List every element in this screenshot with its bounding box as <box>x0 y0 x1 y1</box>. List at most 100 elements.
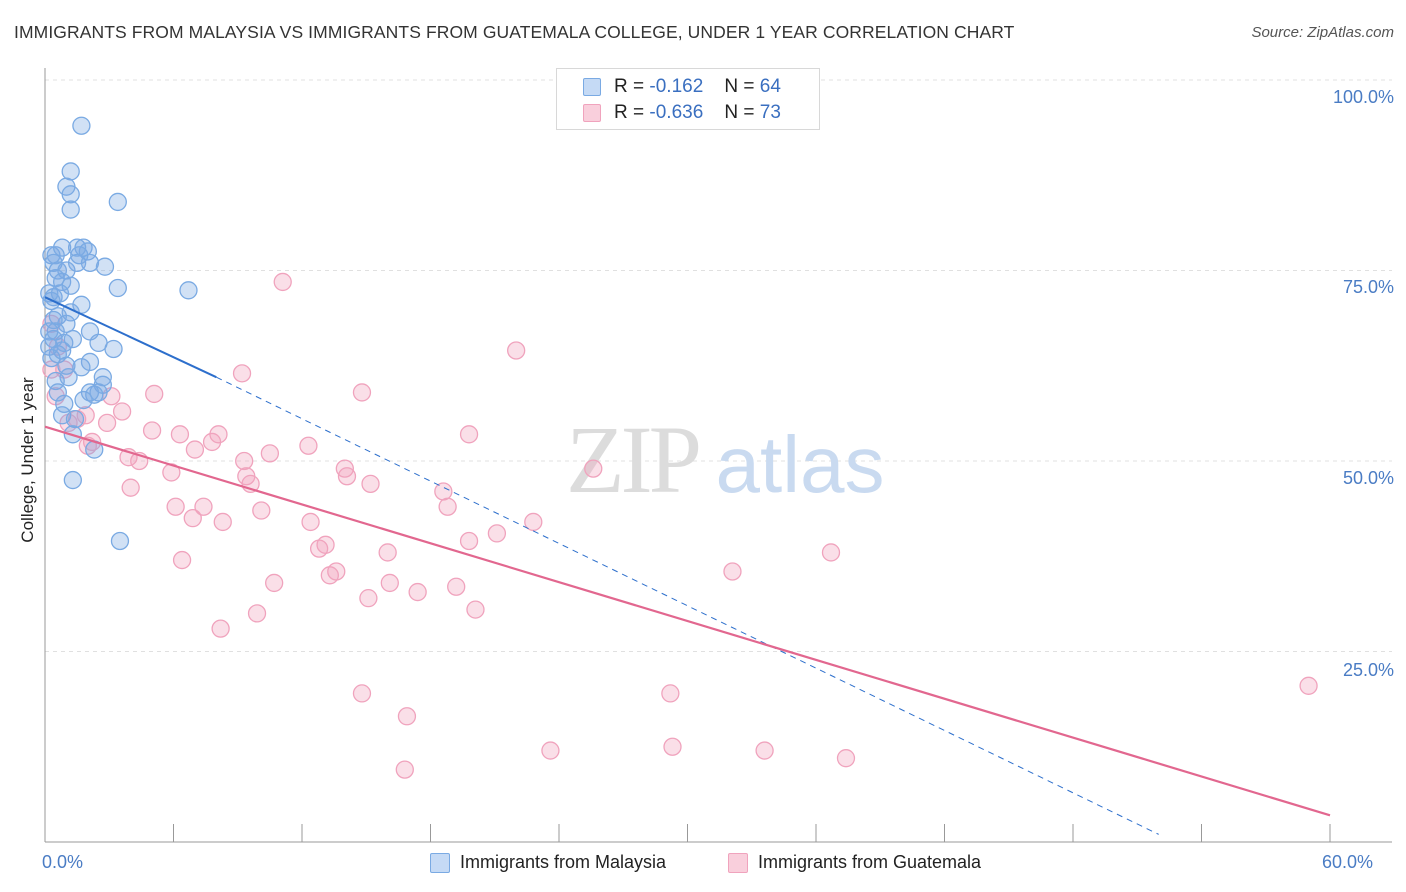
malaysia-point <box>63 470 82 490</box>
chart-title: IMMIGRANTS FROM MALAYSIA VS IMMIGRANTS F… <box>14 22 1015 42</box>
guatemala-trend-line <box>44 425 1331 817</box>
guatemala-point <box>1299 676 1318 695</box>
legend-swatch-malaysia <box>430 853 450 873</box>
correlation-legend: R = -0.162 N = 64 R = -0.636 N = 73 <box>556 68 820 130</box>
malaysia-trend-extension <box>216 376 1159 835</box>
guatemala-point <box>821 543 841 562</box>
legend-label-guatemala: Immigrants from Guatemala <box>758 852 982 872</box>
malaysia-point <box>72 116 91 135</box>
y-tick-label: 75.0% <box>1342 277 1394 297</box>
guatemala-point <box>194 497 213 516</box>
n-label: N = <box>724 76 755 97</box>
malaysia-point <box>61 200 80 219</box>
guatemala-point <box>459 425 479 444</box>
guatemala-point <box>142 421 162 440</box>
y-tick-label: 25.0% <box>1342 660 1394 680</box>
guatemala-point <box>447 577 466 596</box>
malaysia-point <box>65 409 85 429</box>
guatemala-point <box>213 512 232 532</box>
malaysia-point <box>72 358 91 377</box>
x-tick-label: 60.0% <box>1322 852 1374 872</box>
malaysia-point <box>74 390 93 410</box>
guatemala-point <box>723 562 742 581</box>
guatemala-point <box>320 566 339 585</box>
guatemala-point <box>459 531 479 551</box>
guatemala-point <box>397 707 417 726</box>
malaysia-point <box>42 348 61 368</box>
axes <box>44 68 1392 843</box>
r-value: -0.162 <box>649 76 704 97</box>
malaysia-point <box>61 162 80 181</box>
guatemala-point <box>185 440 205 459</box>
malaysia-point <box>108 278 127 298</box>
guatemala-point <box>541 741 560 760</box>
guatemala-point <box>112 402 132 421</box>
guatemala-point <box>434 482 453 501</box>
malaysia-point <box>108 192 127 212</box>
guatemala-point <box>661 684 680 703</box>
series-malaysia-points <box>40 116 198 551</box>
guatemala-point <box>438 497 457 516</box>
n-value: 64 <box>759 76 781 97</box>
guatemala-point <box>183 509 202 528</box>
r-label: R = <box>614 76 645 97</box>
malaysia-point <box>48 383 67 402</box>
guatemala-point <box>395 760 414 779</box>
guatemala-point <box>487 524 507 543</box>
watermark-atlas: atlas <box>716 420 885 509</box>
guatemala-point <box>97 413 117 433</box>
guatemala-point <box>211 619 230 638</box>
guatemala-point <box>273 272 292 292</box>
y-axis-title: College, Under 1 year <box>18 377 37 543</box>
guatemala-point <box>172 550 192 570</box>
malaysia-point <box>179 281 198 300</box>
guatemala-point <box>755 741 774 760</box>
r-value: -0.636 <box>649 102 704 123</box>
malaysia-point <box>80 253 100 273</box>
guatemala-point <box>584 459 603 478</box>
trend-lines <box>44 296 1331 835</box>
malaysia-point <box>40 322 59 341</box>
guatemala-point <box>202 432 222 452</box>
guatemala-point <box>247 604 267 623</box>
guatemala-point <box>663 737 682 756</box>
n-label: N = <box>724 102 755 123</box>
x-tick-label: 0.0% <box>42 852 84 872</box>
malaysia-point <box>104 339 123 359</box>
guatemala-point <box>352 383 372 402</box>
guatemala-point <box>352 684 372 703</box>
guatemala-point <box>836 749 856 768</box>
malaysia-point <box>110 531 130 551</box>
guatemala-point <box>170 425 190 444</box>
guatemala-point <box>408 582 427 602</box>
guatemala-point <box>252 501 271 520</box>
y-tick-label: 50.0% <box>1342 468 1394 488</box>
guatemala-point <box>337 467 357 486</box>
malaysia-point <box>55 394 74 414</box>
guatemala-point <box>466 600 485 619</box>
source-label: Source: ZipAtlas.com <box>1251 24 1394 41</box>
r-label: R = <box>614 102 645 123</box>
guatemala-point <box>359 589 378 608</box>
guatemala-point <box>265 573 284 593</box>
guatemala-point <box>145 384 164 404</box>
malaysia-point <box>63 329 82 349</box>
guatemala-point <box>378 543 397 562</box>
guatemala-point <box>232 364 252 383</box>
malaysia-point <box>85 385 104 404</box>
watermark: ZIP atlas <box>566 406 884 513</box>
malaysia-point <box>95 257 115 276</box>
guatemala-point <box>121 478 140 497</box>
n-value: 73 <box>759 102 781 123</box>
series-guatemala-points <box>42 272 1318 779</box>
guatemala-point <box>309 539 329 558</box>
watermark-zip: ZIP <box>566 406 699 513</box>
guatemala-point <box>260 444 280 463</box>
malaysia-point <box>52 238 72 257</box>
legend-swatch-guatemala <box>728 853 748 873</box>
legend-swatch-guatemala <box>583 104 601 122</box>
legend-swatch-malaysia <box>583 78 601 96</box>
guatemala-point <box>299 436 318 455</box>
malaysia-point <box>67 253 87 273</box>
